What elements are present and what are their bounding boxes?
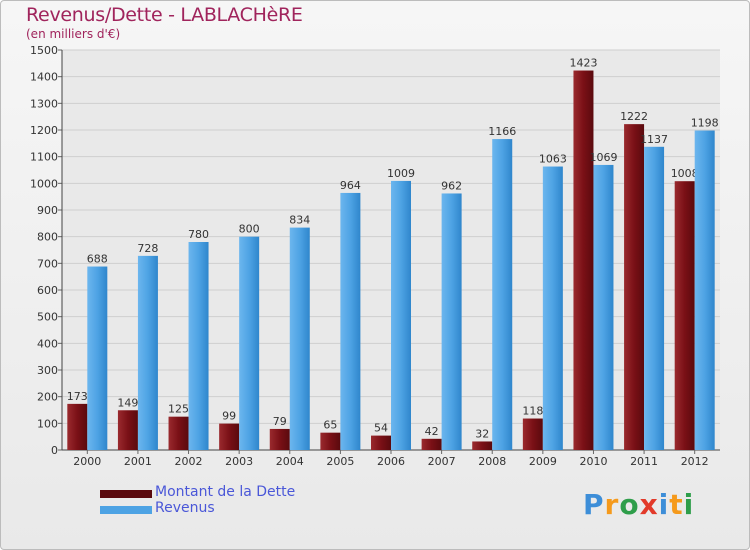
bar-revenus bbox=[391, 180, 411, 450]
bar-revenus bbox=[239, 236, 260, 450]
data-label-dette: 1222 bbox=[620, 110, 648, 123]
data-label-revenus: 1166 bbox=[488, 125, 516, 138]
bar-dette bbox=[67, 403, 88, 450]
x-tick-label: 2012 bbox=[681, 455, 709, 468]
logo-letter: r bbox=[604, 488, 620, 521]
y-tick-label: 1400 bbox=[30, 71, 58, 84]
bar-revenus bbox=[593, 164, 614, 450]
bar-revenus bbox=[188, 242, 209, 450]
data-label-dette: 79 bbox=[273, 415, 287, 428]
bar-dette bbox=[624, 124, 645, 450]
data-label-dette: 32 bbox=[475, 427, 489, 440]
data-label-dette: 65 bbox=[323, 419, 337, 432]
bar-revenus bbox=[289, 227, 310, 450]
data-label-dette: 1423 bbox=[569, 57, 597, 70]
bar-dette bbox=[371, 435, 391, 450]
chart-subtitle: (en milliers d'€) bbox=[26, 27, 121, 41]
logo-letter: P bbox=[583, 488, 605, 521]
data-label-revenus: 800 bbox=[239, 223, 260, 236]
logo-letter: i bbox=[683, 488, 695, 521]
y-tick-label: 100 bbox=[37, 417, 58, 430]
data-label-dette: 42 bbox=[425, 425, 439, 438]
legend-label-revenus: Revenus bbox=[155, 500, 215, 516]
x-tick-label: 2004 bbox=[276, 455, 304, 468]
y-tick-label: 200 bbox=[37, 391, 58, 404]
logo-letter: i bbox=[658, 488, 670, 521]
y-tick-label: 600 bbox=[37, 284, 58, 297]
data-label-revenus: 1198 bbox=[691, 117, 719, 130]
y-tick-label: 1300 bbox=[30, 97, 58, 110]
data-label-dette: 99 bbox=[222, 410, 236, 423]
logo-letter: x bbox=[639, 488, 659, 521]
data-label-revenus: 1063 bbox=[539, 153, 567, 166]
x-tick-label: 2003 bbox=[225, 455, 253, 468]
data-label-dette: 54 bbox=[374, 422, 388, 435]
bar-dette bbox=[674, 181, 695, 450]
y-tick-label: 1500 bbox=[30, 44, 58, 57]
data-label-dette: 149 bbox=[117, 396, 138, 409]
data-label-dette: 125 bbox=[168, 403, 189, 416]
bar-revenus bbox=[87, 266, 108, 450]
logo-letter: t bbox=[669, 488, 684, 521]
bar-dette bbox=[573, 70, 594, 451]
chart-title: Revenus/Dette - LABLACHèRE bbox=[26, 4, 303, 26]
proxiti-logo: Proxiti bbox=[583, 488, 694, 521]
bar-revenus bbox=[441, 193, 462, 450]
bar-revenus bbox=[644, 146, 665, 451]
bar-dette bbox=[472, 441, 493, 450]
bar-dette bbox=[269, 428, 290, 450]
y-tick-label: 700 bbox=[37, 257, 58, 270]
data-label-dette: 1008 bbox=[671, 167, 699, 180]
data-label-revenus: 1137 bbox=[640, 133, 668, 146]
x-tick-label: 2009 bbox=[529, 455, 557, 468]
x-tick-label: 2011 bbox=[630, 455, 658, 468]
data-label-revenus: 962 bbox=[441, 179, 462, 192]
data-label-revenus: 688 bbox=[87, 253, 108, 266]
bar-revenus bbox=[694, 130, 715, 451]
data-label-revenus: 728 bbox=[137, 242, 158, 255]
legend-swatch-dette bbox=[100, 490, 152, 498]
data-label-revenus: 780 bbox=[188, 228, 209, 241]
bar-dette bbox=[168, 416, 189, 450]
y-tick-label: 900 bbox=[37, 204, 58, 217]
bar-dette bbox=[421, 438, 442, 450]
x-tick-label: 2007 bbox=[428, 455, 456, 468]
y-tick-label: 1100 bbox=[30, 151, 58, 164]
x-tick-label: 2008 bbox=[478, 455, 506, 468]
x-tick-label: 2001 bbox=[124, 455, 152, 468]
x-tick-label: 2006 bbox=[377, 455, 405, 468]
y-tick-label: 0 bbox=[51, 444, 58, 457]
y-tick-label: 1200 bbox=[30, 124, 58, 137]
y-tick-label: 500 bbox=[37, 311, 58, 324]
y-tick-label: 1000 bbox=[30, 177, 58, 190]
bar-dette bbox=[320, 432, 341, 450]
x-tick-label: 2010 bbox=[579, 455, 607, 468]
data-label-revenus: 1069 bbox=[589, 151, 617, 164]
data-label-dette: 118 bbox=[522, 405, 543, 418]
bar-dette bbox=[219, 423, 240, 450]
legend-label-dette: Montant de la Dette bbox=[155, 484, 296, 500]
logo-letter: o bbox=[619, 488, 640, 521]
x-tick-label: 2005 bbox=[326, 455, 354, 468]
data-label-revenus: 834 bbox=[289, 214, 310, 227]
data-label-revenus: 964 bbox=[340, 179, 361, 192]
bar-dette bbox=[117, 410, 138, 450]
y-tick-label: 800 bbox=[37, 231, 58, 244]
x-tick-label: 2000 bbox=[73, 455, 101, 468]
bar-dette bbox=[522, 418, 543, 450]
bar-revenus bbox=[137, 255, 158, 450]
y-tick-label: 300 bbox=[37, 364, 58, 377]
bar-revenus bbox=[542, 166, 563, 451]
bar-revenus bbox=[492, 139, 513, 451]
data-label-dette: 173 bbox=[67, 390, 88, 403]
bar-revenus bbox=[340, 192, 361, 450]
legend-swatch-revenus bbox=[100, 506, 152, 514]
data-label-revenus: 1009 bbox=[387, 167, 415, 180]
x-tick-label: 2002 bbox=[175, 455, 203, 468]
y-tick-label: 400 bbox=[37, 337, 58, 350]
